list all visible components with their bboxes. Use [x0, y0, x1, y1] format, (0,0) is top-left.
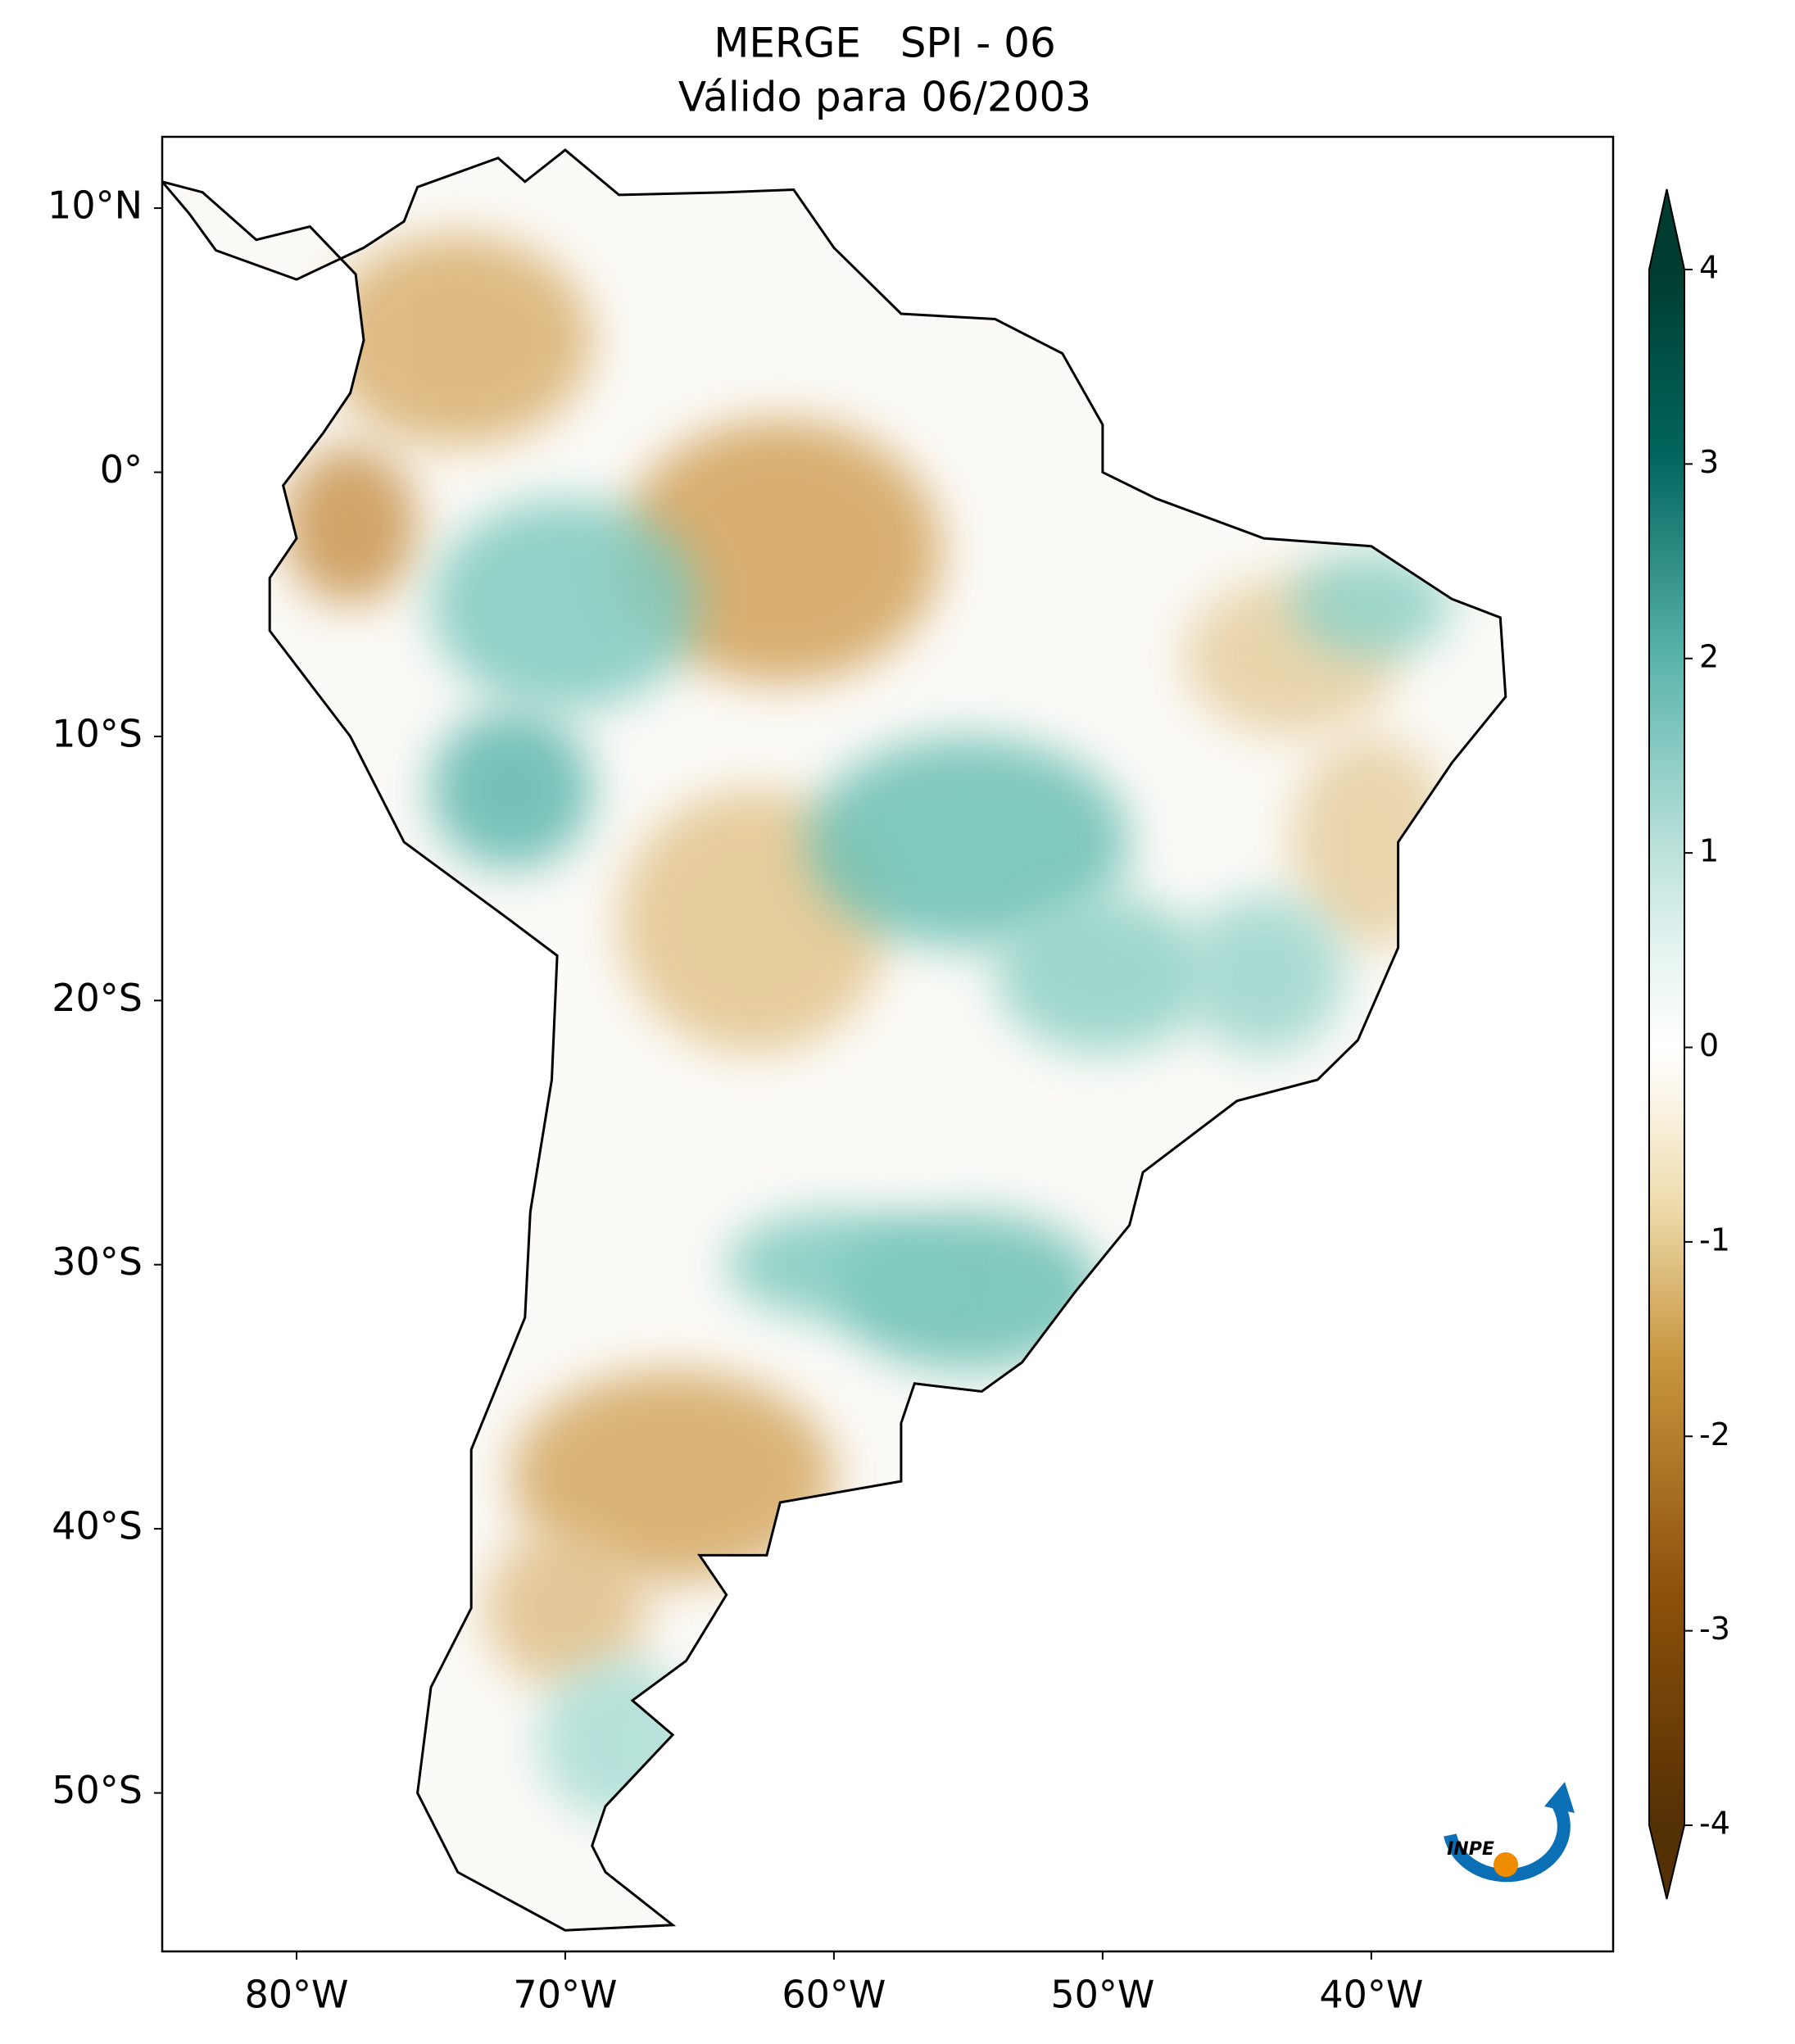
y-tick-label: 10°S — [52, 711, 143, 755]
spi-anomaly — [430, 498, 700, 710]
map-frame — [161, 135, 1615, 1953]
colorbar-tick-label: -3 — [1699, 1611, 1730, 1647]
y-tick-label: 30°S — [52, 1240, 143, 1284]
logo-arrow — [1544, 1782, 1575, 1813]
y-tick-label: 0° — [100, 447, 143, 492]
spi-anomaly — [807, 736, 1130, 948]
colorbar-tick-label: -1 — [1699, 1221, 1730, 1258]
colorbar-tick-label: 0 — [1699, 1027, 1719, 1063]
colorbar-tick-label: -4 — [1699, 1806, 1730, 1842]
logo-arc — [1444, 1798, 1571, 1883]
colorbar-tick-label: 1 — [1699, 833, 1719, 869]
map-area — [162, 148, 1507, 1932]
title: MERGE SPI - 06 — [714, 20, 1056, 67]
x-tick-label: 50°W — [1050, 1973, 1154, 2017]
logo-text: INPE — [1447, 1839, 1494, 1860]
spi-anomaly — [726, 1212, 942, 1318]
spi-anomaly — [484, 1529, 646, 1688]
colorbar-tick-label: -2 — [1699, 1416, 1730, 1453]
spi-anomaly — [1183, 895, 1345, 1054]
colorbar-tick-label: 2 — [1699, 638, 1719, 674]
colorbar-tick-label: 4 — [1699, 250, 1719, 286]
y-tick-label: 20°S — [52, 976, 143, 1020]
coastline — [162, 148, 1507, 1932]
spi-anomaly — [430, 709, 592, 868]
spi-field — [162, 150, 1506, 1931]
colorbar: 4 3 2 1 0 -1 -2 -3 -4 — [1648, 188, 1730, 1900]
spi-anomaly — [538, 1661, 700, 1820]
colorbar-extend-bottom — [1649, 1825, 1684, 1899]
spi-anomaly — [619, 419, 942, 684]
spi-anomaly — [283, 446, 418, 605]
y-tick-label: 40°S — [52, 1504, 143, 1548]
y-tick-label: 10°N — [48, 184, 143, 228]
colorbar-body — [1649, 270, 1684, 1825]
colorbar-extend-top — [1649, 189, 1684, 270]
logo-dot — [1494, 1852, 1518, 1877]
subtitle: Válido para 06/2003 — [678, 74, 1091, 121]
spi-anomaly — [511, 1370, 834, 1582]
spi-anomaly — [1290, 551, 1453, 658]
x-tick-label: 80°W — [244, 1973, 348, 2017]
x-tick-label: 40°W — [1319, 1973, 1423, 2017]
spi-anomaly — [323, 234, 592, 446]
spi-anomaly — [995, 895, 1211, 1054]
x-tick-label: 70°W — [513, 1973, 617, 2017]
x-tick-label: 60°W — [782, 1973, 886, 2017]
y-tick-label: 50°S — [52, 1768, 143, 1812]
inpe-logo: INPE — [1444, 1782, 1575, 1883]
colorbar-tick-label: 3 — [1699, 444, 1719, 480]
